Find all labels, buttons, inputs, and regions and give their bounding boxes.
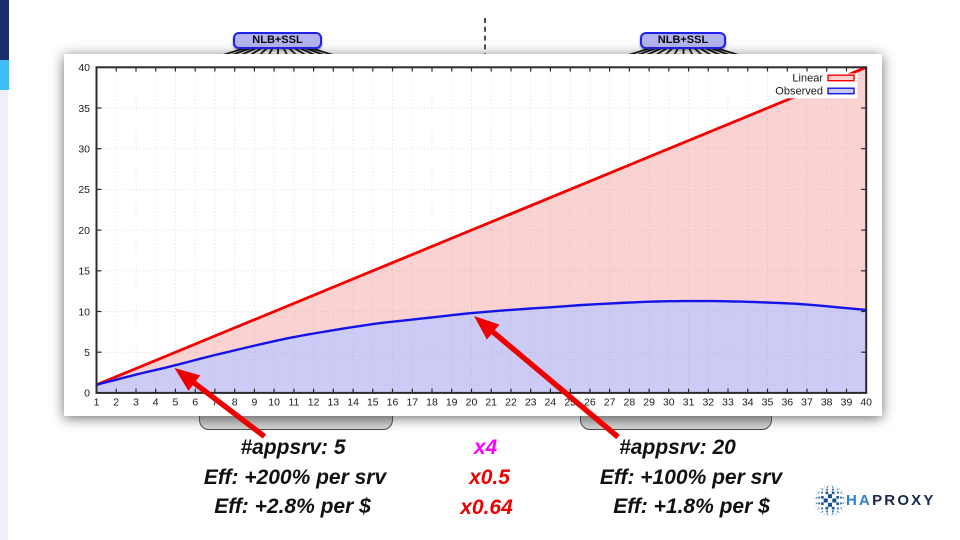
svg-text:34: 34 [742,396,754,408]
svg-text:0: 0 [84,388,90,400]
svg-text:30: 30 [78,144,90,156]
svg-text:32: 32 [702,396,714,408]
svg-text:1: 1 [94,396,100,408]
svg-text:40: 40 [860,396,872,408]
svg-text:11: 11 [288,396,299,408]
svg-text:37: 37 [801,396,813,408]
svg-text:Observed: Observed [775,86,823,98]
svg-text:18: 18 [426,396,438,408]
svg-text:9: 9 [251,396,257,408]
svg-text:24: 24 [545,396,557,408]
svg-text:7: 7 [212,396,218,408]
svg-text:35: 35 [762,396,774,408]
svg-text:36: 36 [781,396,793,408]
svg-text:20: 20 [78,225,90,237]
svg-text:19: 19 [446,396,458,408]
svg-text:33: 33 [722,396,734,408]
svg-text:20: 20 [466,396,478,408]
svg-text:3: 3 [133,396,139,408]
svg-text:HAPROXY: HAPROXY [846,492,936,509]
svg-text:4: 4 [153,396,159,408]
svg-text:21: 21 [485,396,497,408]
svg-text:27: 27 [604,396,616,408]
svg-text:10: 10 [268,396,280,408]
svg-text:15: 15 [78,266,90,278]
svg-text:28: 28 [624,396,636,408]
svg-text:13: 13 [327,396,339,408]
svg-text:40: 40 [78,62,90,74]
svg-text:26: 26 [584,396,596,408]
svg-text:5: 5 [172,396,178,408]
svg-text:25: 25 [564,396,576,408]
svg-text:Linear: Linear [792,73,823,85]
svg-text:10: 10 [78,306,90,318]
svg-text:39: 39 [841,396,853,408]
svg-text:30: 30 [663,396,675,408]
svg-text:22: 22 [505,396,517,408]
svg-text:8: 8 [232,396,238,408]
svg-text:23: 23 [525,396,537,408]
svg-text:6: 6 [192,396,198,408]
svg-text:15: 15 [367,396,379,408]
svg-text:16: 16 [387,396,399,408]
svg-text:14: 14 [347,396,359,408]
svg-text:31: 31 [683,396,695,408]
svg-text:12: 12 [308,396,320,408]
svg-text:38: 38 [821,396,833,408]
svg-text:35: 35 [78,103,90,115]
svg-text:25: 25 [78,184,90,196]
svg-text:17: 17 [406,396,418,408]
svg-text:5: 5 [84,347,90,359]
svg-text:2: 2 [113,396,119,408]
svg-text:29: 29 [643,396,655,408]
